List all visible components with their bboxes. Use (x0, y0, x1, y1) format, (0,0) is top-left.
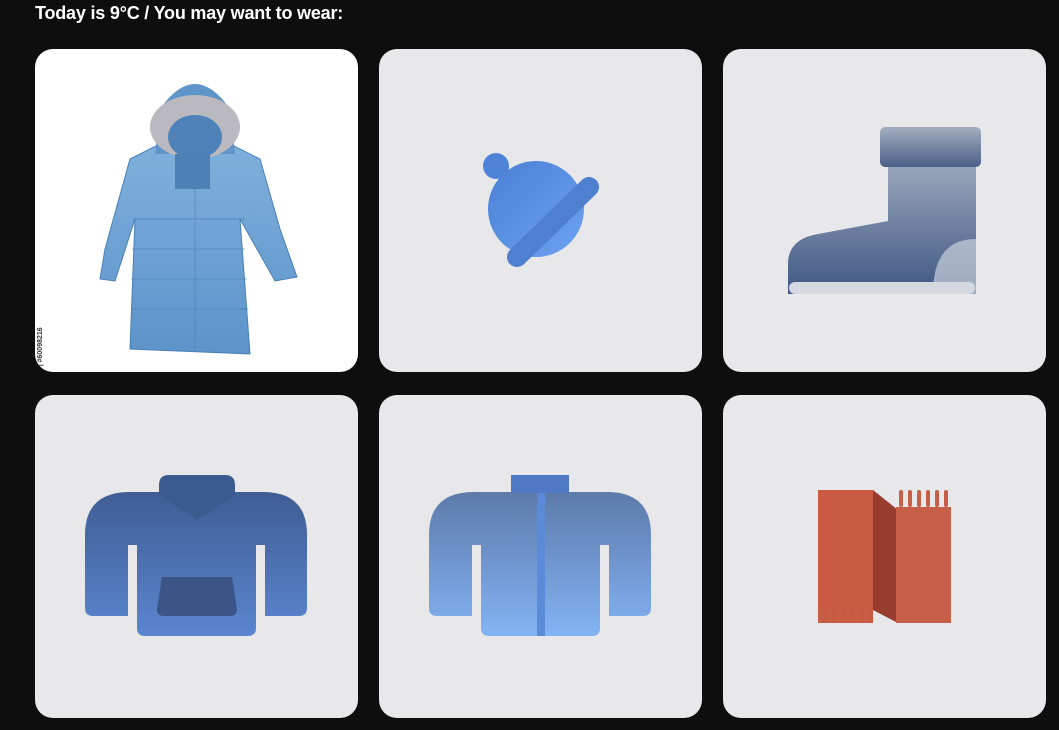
scarf-card (723, 395, 1046, 718)
watermark: Adobe Stock | #60098216 (37, 327, 44, 372)
coat-card: Adobe Stock | #60098216 (35, 49, 358, 372)
hoodie-icon (85, 475, 307, 636)
hat-card (379, 49, 702, 372)
jacket-icon (429, 475, 651, 636)
scarf-icon (818, 490, 951, 623)
header-title: Today is 9°C / You may want to wear: (35, 3, 344, 23)
jacket-card (379, 395, 702, 718)
coat-image (99, 84, 298, 355)
boot-card (723, 49, 1046, 372)
hoodie-card (35, 395, 358, 718)
hat-icon (483, 153, 599, 267)
boot-icon (788, 127, 981, 294)
